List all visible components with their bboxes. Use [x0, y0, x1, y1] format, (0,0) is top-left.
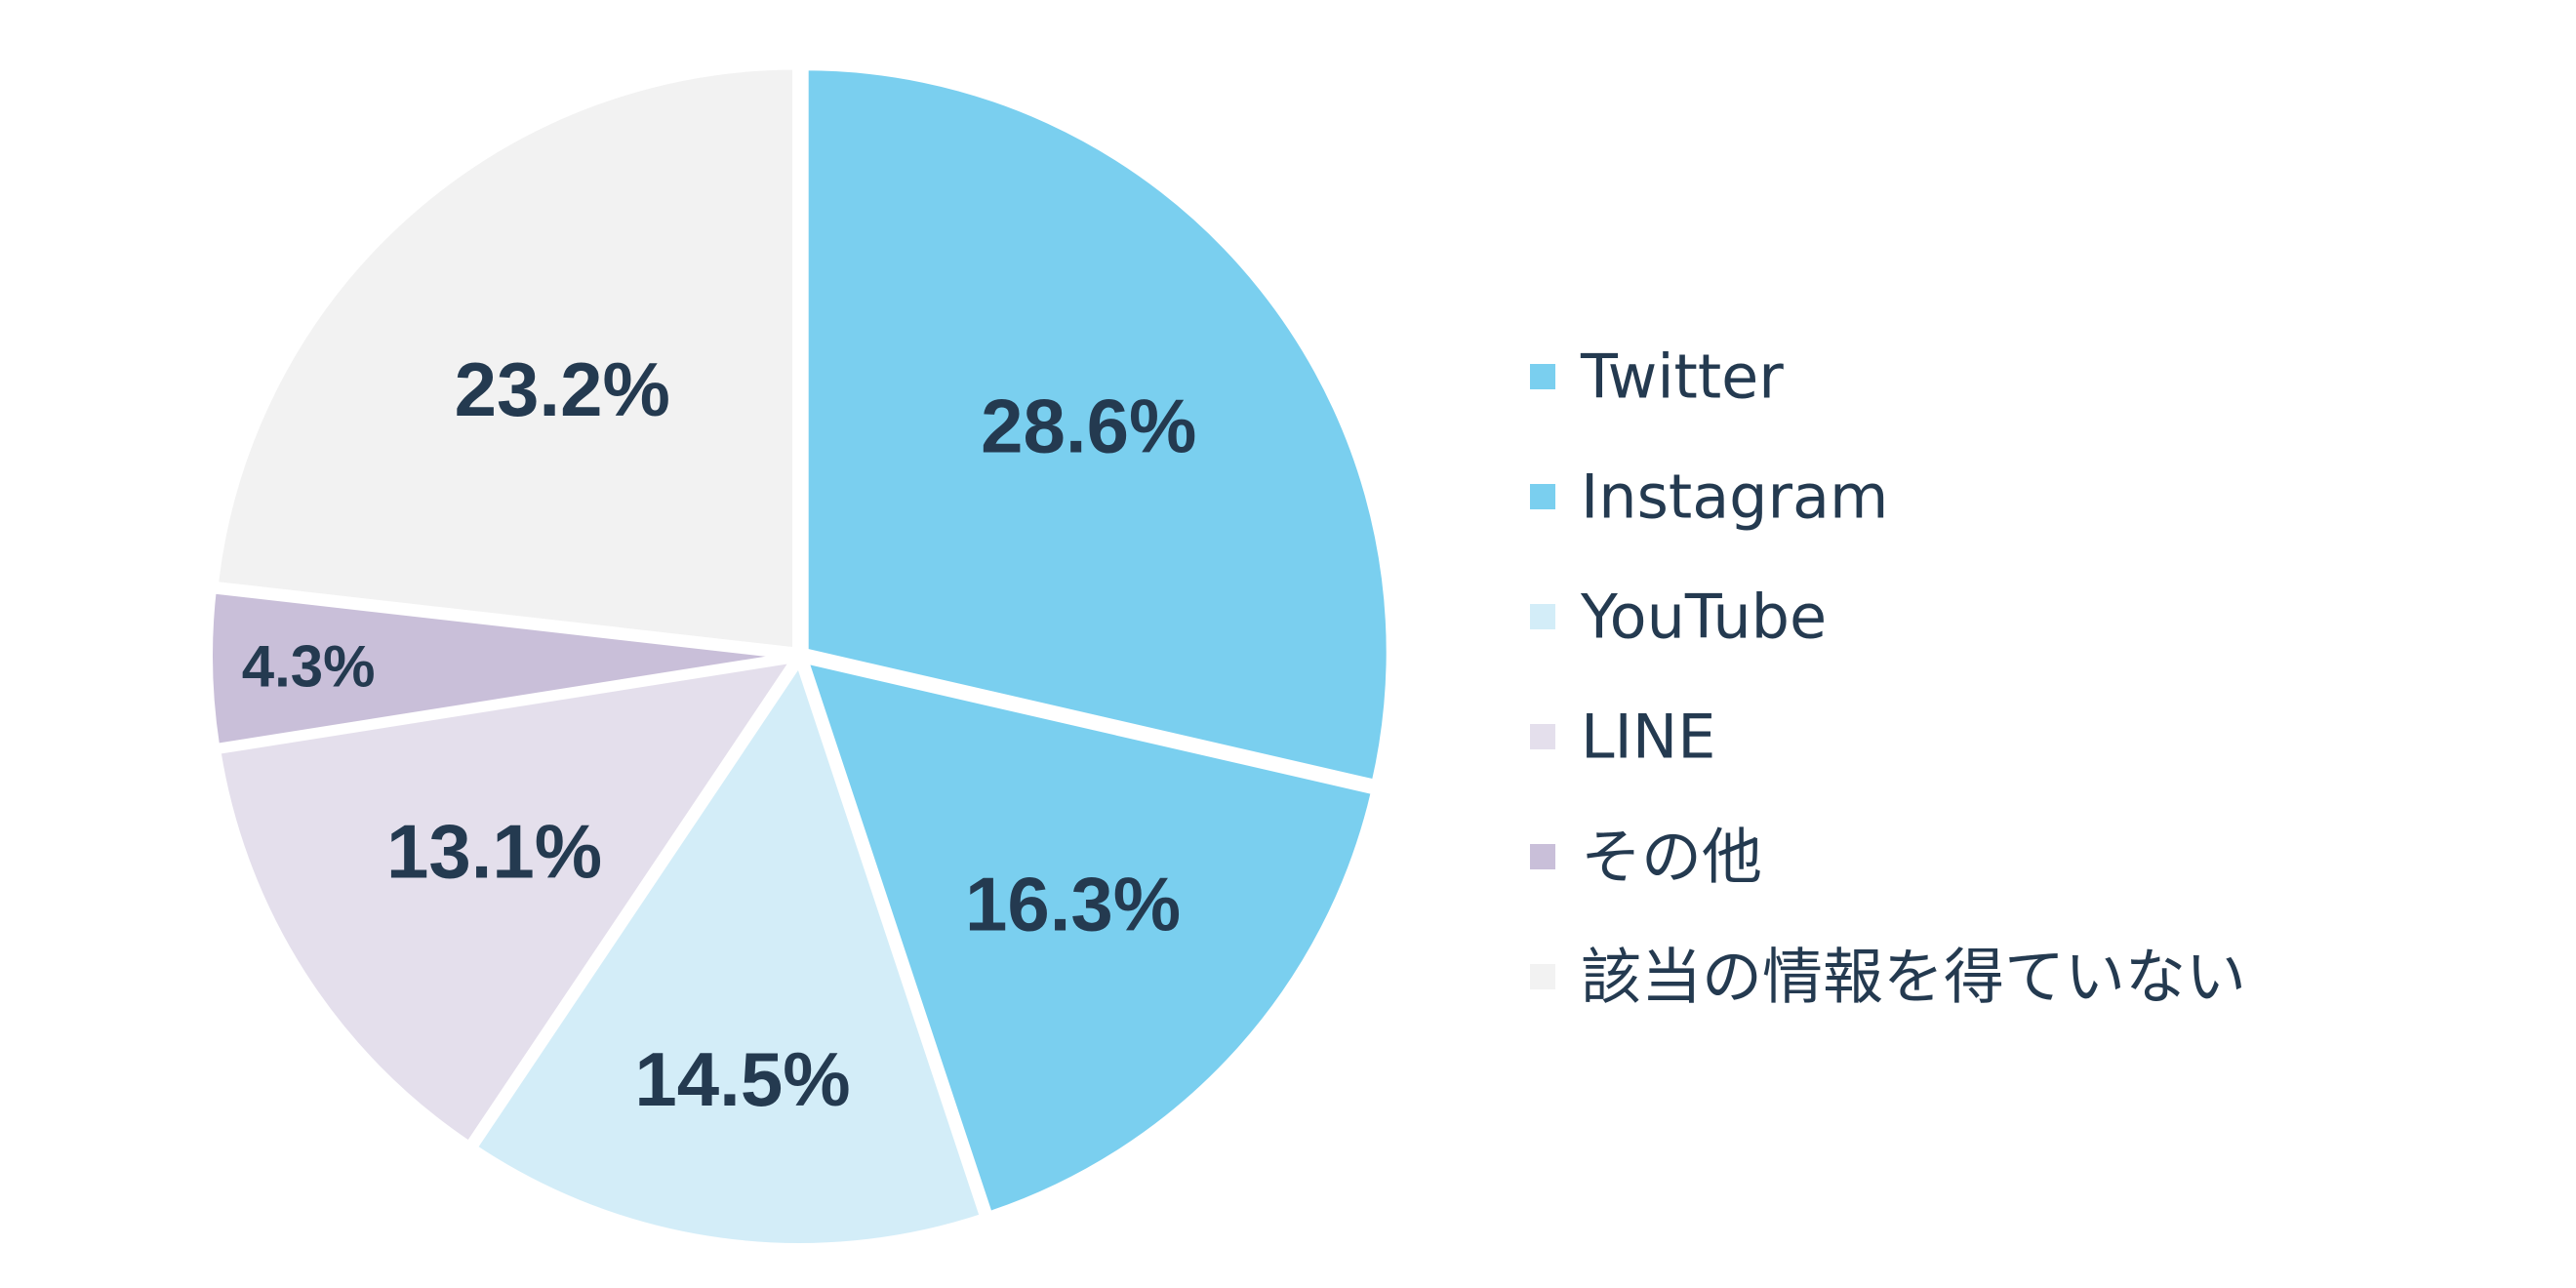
legend-label-6: 該当の情報を得ていない — [1581, 942, 2246, 1013]
legend-swatch-2 — [1530, 484, 1555, 509]
legend-item-6: 該当の情報を得ていない — [1530, 942, 2246, 1013]
legend-swatch-3 — [1530, 604, 1555, 629]
pie-data-labels: 28.6% 16.3% 14.5% 13.1% 4.3% 23.2% — [242, 346, 1197, 1122]
data-label-1: 28.6% — [981, 383, 1196, 469]
pie-slices — [205, 61, 1394, 1251]
pie-slice-3 — [469, 657, 988, 1251]
legend-label-5: その他 — [1581, 822, 1762, 893]
legend-swatch-5 — [1530, 844, 1555, 869]
data-label-3: 14.5% — [634, 1036, 850, 1122]
pie-slice-1 — [800, 62, 1394, 787]
legend-label-2: Instagram — [1581, 462, 1888, 533]
legend-label-1: Twitter — [1580, 342, 1784, 413]
pie-slice-6 — [210, 61, 801, 656]
pie-slice-5 — [205, 585, 799, 751]
data-label-4: 13.1% — [386, 808, 602, 894]
legend-swatch-6 — [1530, 964, 1555, 989]
data-label-6: 23.2% — [455, 346, 670, 432]
legend-label-3: YouTube — [1580, 582, 1827, 653]
legend: Twitter Instagram YouTube LINE その他該当の情報を得ていな… — [1530, 342, 2246, 1013]
legend-item-5: その他 — [1530, 822, 1762, 893]
legend-item-4: LINE — [1530, 702, 1715, 773]
pie-slice-4 — [213, 655, 799, 1149]
legend-item-3: YouTube — [1530, 582, 1827, 653]
pie-slice-2 — [800, 656, 1380, 1220]
legend-swatch-4 — [1530, 724, 1555, 749]
legend-label-4: LINE — [1581, 702, 1715, 773]
legend-item-2: Instagram — [1530, 462, 1888, 533]
data-label-2: 16.3% — [965, 861, 1181, 946]
data-label-5: 4.3% — [242, 634, 376, 700]
legend-swatch-1 — [1530, 364, 1555, 389]
legend-item-1: Twitter — [1530, 342, 1784, 413]
